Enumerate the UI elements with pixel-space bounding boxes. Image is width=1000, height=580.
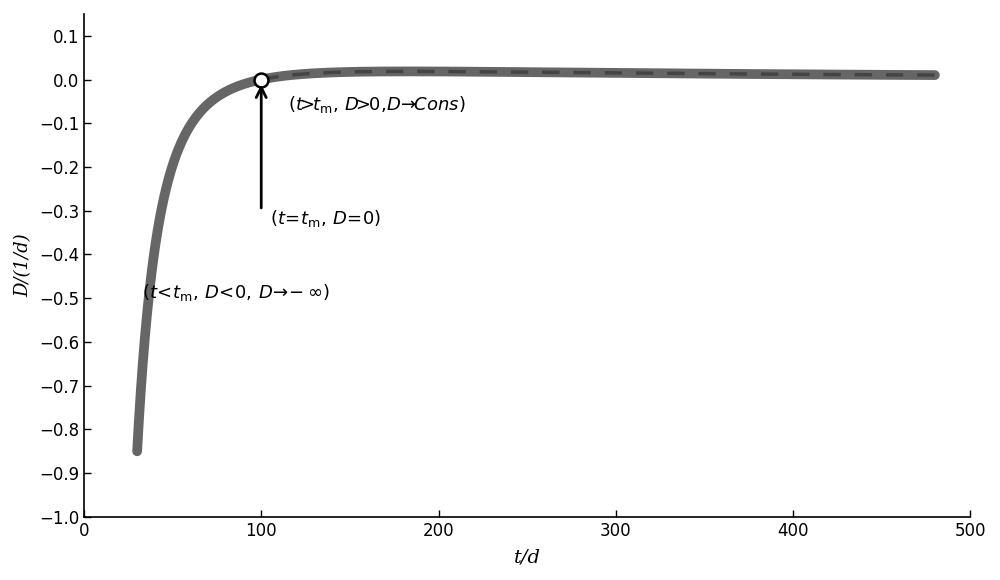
Text: $(t\!<\!t_{\rm m},\,D\!<\!0,\,D\!\rightarrow\!\!-\infty)$: $(t\!<\!t_{\rm m},\,D\!<\!0,\,D\!\righta… <box>142 282 330 303</box>
Text: $(t\!\!>\!\!t_{\rm m},\,D\!\!>\!\!0,\!D\!\rightarrow\!\!Cons)$: $(t\!\!>\!\!t_{\rm m},\,D\!\!>\!\!0,\!D\… <box>288 94 465 115</box>
Y-axis label: D/(1/d): D/(1/d) <box>14 234 32 297</box>
X-axis label: t/d: t/d <box>514 548 541 566</box>
Text: $(t\!=\!t_{\rm m},\,D\!=\!0)$: $(t\!=\!t_{\rm m},\,D\!=\!0)$ <box>270 208 381 229</box>
